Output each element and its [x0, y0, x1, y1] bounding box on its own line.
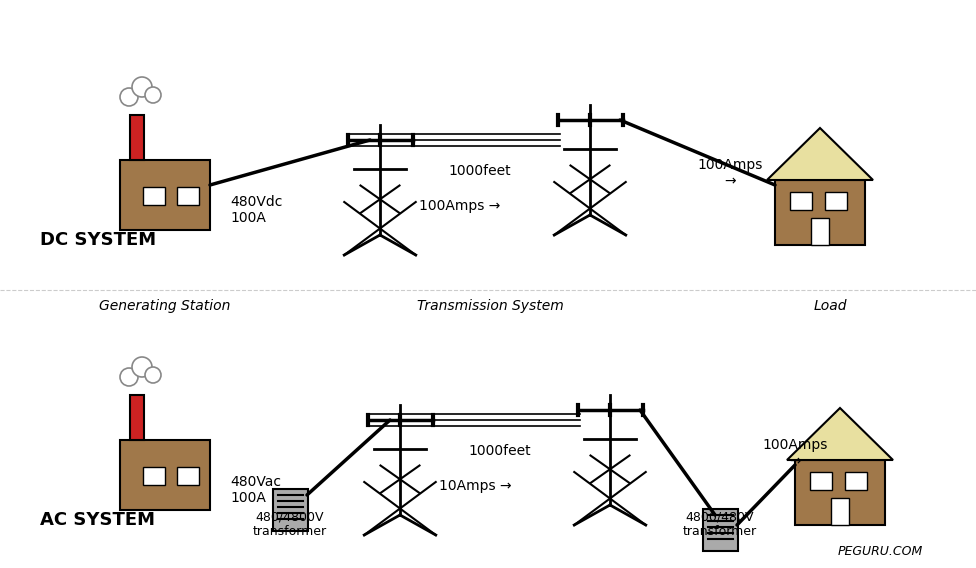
Text: 480Vac
100A: 480Vac 100A [230, 475, 281, 505]
FancyBboxPatch shape [120, 440, 210, 510]
Circle shape [132, 357, 152, 377]
Text: AC SYSTEM: AC SYSTEM [40, 511, 155, 529]
Text: Load: Load [813, 299, 847, 313]
Circle shape [120, 88, 138, 106]
Text: 1000feet: 1000feet [468, 444, 531, 458]
FancyBboxPatch shape [811, 218, 829, 245]
Circle shape [145, 367, 161, 383]
FancyBboxPatch shape [177, 467, 199, 485]
Circle shape [145, 87, 161, 103]
Text: 10Amps →: 10Amps → [438, 479, 511, 493]
FancyBboxPatch shape [130, 115, 144, 160]
Text: 100Amps
→: 100Amps → [762, 438, 828, 468]
Text: 480/4800V
transformer: 480/4800V transformer [253, 510, 327, 538]
FancyBboxPatch shape [845, 472, 867, 490]
Text: 480Vdc
100A: 480Vdc 100A [230, 195, 282, 225]
FancyBboxPatch shape [703, 509, 738, 551]
Polygon shape [767, 128, 873, 180]
Text: 1000feet: 1000feet [449, 164, 511, 178]
FancyBboxPatch shape [143, 467, 165, 485]
Circle shape [132, 77, 152, 97]
Text: 4800/480V
transformer: 4800/480V transformer [683, 510, 757, 538]
FancyBboxPatch shape [831, 498, 849, 525]
Polygon shape [787, 408, 893, 460]
FancyBboxPatch shape [143, 187, 165, 205]
Text: 100Amps →: 100Amps → [420, 199, 501, 213]
Text: Transmission System: Transmission System [417, 299, 563, 313]
Text: PEGURU.COM: PEGURU.COM [837, 545, 922, 558]
FancyBboxPatch shape [177, 187, 199, 205]
FancyBboxPatch shape [825, 192, 847, 210]
FancyBboxPatch shape [130, 395, 144, 440]
FancyBboxPatch shape [120, 160, 210, 230]
FancyBboxPatch shape [810, 472, 832, 490]
FancyBboxPatch shape [775, 180, 865, 245]
Text: DC SYSTEM: DC SYSTEM [40, 231, 156, 249]
Circle shape [120, 368, 138, 386]
FancyBboxPatch shape [795, 460, 885, 525]
FancyBboxPatch shape [272, 489, 307, 531]
Text: Generating Station: Generating Station [100, 299, 230, 313]
Text: 100Amps
→: 100Amps → [697, 158, 762, 188]
FancyBboxPatch shape [790, 192, 812, 210]
